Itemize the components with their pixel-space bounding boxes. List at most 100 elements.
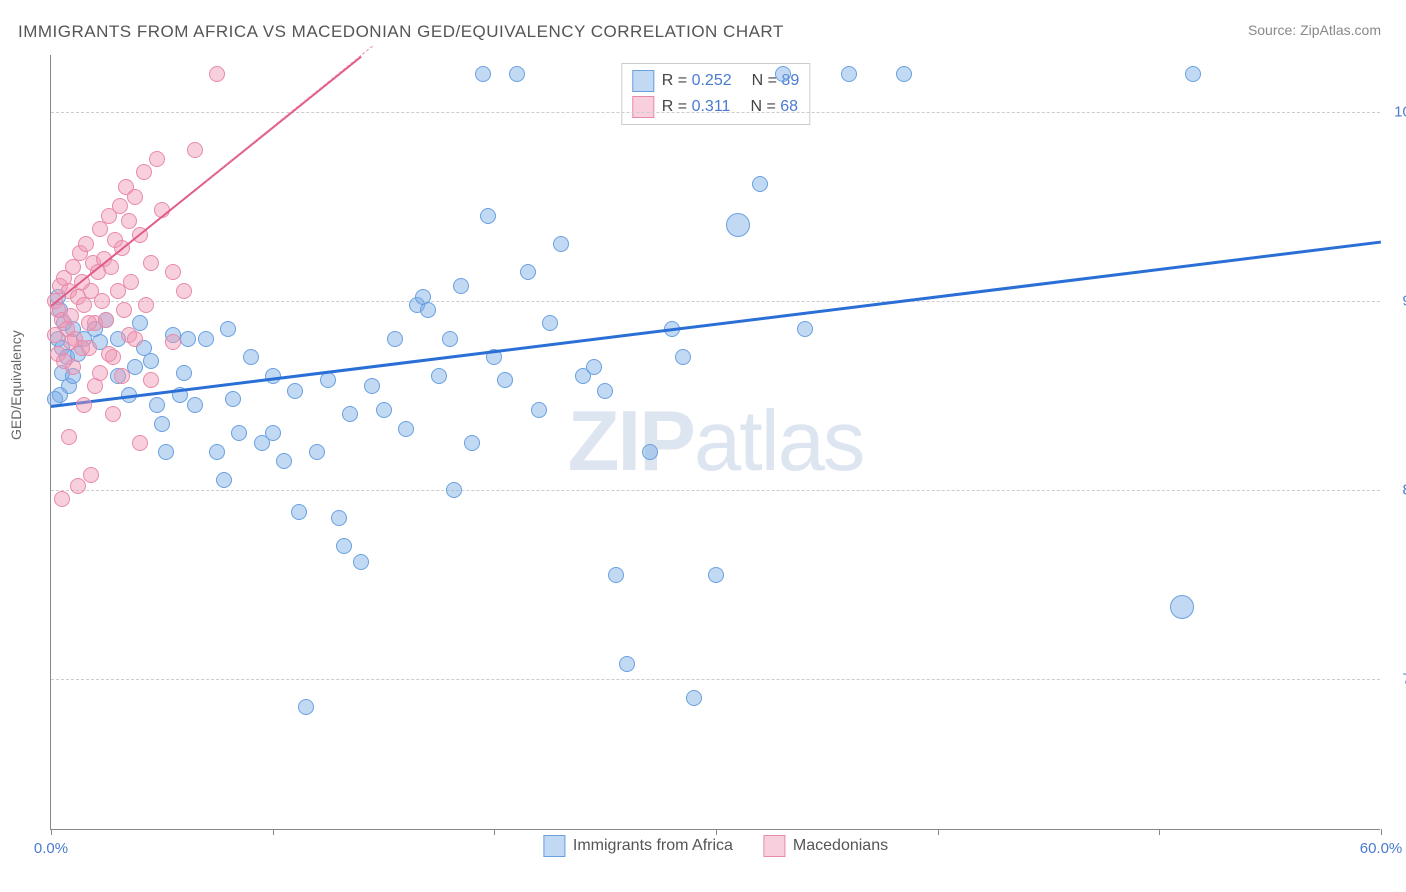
- data-point: [231, 425, 247, 441]
- data-point: [1170, 595, 1194, 619]
- data-point: [431, 368, 447, 384]
- gridline: [51, 112, 1380, 113]
- data-point: [420, 302, 436, 318]
- data-point: [127, 331, 143, 347]
- data-point: [143, 353, 159, 369]
- data-point: [136, 164, 152, 180]
- data-point: [642, 444, 658, 460]
- legend-swatch: [632, 96, 654, 118]
- data-point: [154, 416, 170, 432]
- legend-swatch: [632, 70, 654, 92]
- data-point: [542, 315, 558, 331]
- data-point: [752, 176, 768, 192]
- data-point: [176, 365, 192, 381]
- data-point: [464, 435, 480, 451]
- y-tick-label: 90.0%: [1390, 292, 1406, 309]
- trend-line: [206, 46, 373, 181]
- data-point: [387, 331, 403, 347]
- data-point: [287, 383, 303, 399]
- data-point: [101, 346, 117, 362]
- data-point: [475, 66, 491, 82]
- y-tick-label: 100.0%: [1390, 103, 1406, 120]
- watermark: ZIPatlas: [568, 393, 864, 491]
- data-point: [364, 378, 380, 394]
- data-point: [63, 334, 79, 350]
- data-point: [180, 331, 196, 347]
- data-point: [149, 397, 165, 413]
- data-point: [81, 315, 97, 331]
- data-point: [586, 359, 602, 375]
- data-point: [98, 312, 114, 328]
- gridline: [51, 679, 1380, 680]
- data-point: [165, 334, 181, 350]
- data-point: [353, 554, 369, 570]
- data-point: [608, 567, 624, 583]
- data-point: [675, 349, 691, 365]
- y-tick-label: 70.0%: [1390, 670, 1406, 687]
- data-point: [187, 397, 203, 413]
- trend-line: [51, 240, 1381, 407]
- y-axis-label: GED/Equivalency: [8, 330, 24, 440]
- y-tick-label: 80.0%: [1390, 481, 1406, 498]
- x-tick: [273, 829, 274, 835]
- data-point: [47, 327, 63, 343]
- x-tick: [716, 829, 717, 835]
- chart-title: IMMIGRANTS FROM AFRICA VS MACEDONIAN GED…: [18, 22, 784, 42]
- data-point: [291, 504, 307, 520]
- data-point: [158, 444, 174, 460]
- data-point: [336, 538, 352, 554]
- data-point: [708, 567, 724, 583]
- gridline: [51, 301, 1380, 302]
- legend-item: Immigrants from Africa: [543, 835, 733, 857]
- data-point: [619, 656, 635, 672]
- legend-item: Macedonians: [763, 835, 888, 857]
- data-point: [114, 368, 130, 384]
- legend-n: N = 68: [750, 98, 798, 116]
- data-point: [320, 372, 336, 388]
- x-tick: [1159, 829, 1160, 835]
- data-point: [61, 429, 77, 445]
- legend-row: R = 0.311N = 68: [632, 94, 799, 120]
- data-point: [187, 142, 203, 158]
- data-point: [309, 444, 325, 460]
- data-point: [480, 208, 496, 224]
- data-point: [78, 236, 94, 252]
- data-point: [209, 66, 225, 82]
- data-point: [597, 383, 613, 399]
- data-point: [127, 359, 143, 375]
- data-point: [105, 406, 121, 422]
- data-point: [165, 264, 181, 280]
- data-point: [376, 402, 392, 418]
- data-point: [841, 66, 857, 82]
- data-point: [398, 421, 414, 437]
- legend-swatch: [543, 835, 565, 857]
- data-point: [132, 435, 148, 451]
- data-point: [121, 213, 137, 229]
- data-point: [127, 189, 143, 205]
- data-point: [70, 478, 86, 494]
- legend-label: Immigrants from Africa: [573, 837, 733, 855]
- data-point: [143, 372, 159, 388]
- scatter-plot: ZIPatlas R = 0.252N = 89R = 0.311N = 68 …: [50, 55, 1380, 830]
- data-point: [209, 444, 225, 460]
- gridline: [51, 490, 1380, 491]
- data-point: [331, 510, 347, 526]
- data-point: [143, 255, 159, 271]
- x-tick: [938, 829, 939, 835]
- data-point: [76, 397, 92, 413]
- data-point: [446, 482, 462, 498]
- data-point: [497, 372, 513, 388]
- data-point: [775, 66, 791, 82]
- data-point: [453, 278, 469, 294]
- data-point: [342, 406, 358, 422]
- legend-r: R = 0.252: [662, 72, 732, 90]
- data-point: [198, 331, 214, 347]
- x-tick-label: 60.0%: [1360, 840, 1403, 857]
- data-point: [138, 297, 154, 313]
- data-point: [220, 321, 236, 337]
- data-point: [265, 425, 281, 441]
- data-point: [520, 264, 536, 280]
- data-point: [116, 302, 132, 318]
- x-tick: [1381, 829, 1382, 835]
- data-point: [243, 349, 259, 365]
